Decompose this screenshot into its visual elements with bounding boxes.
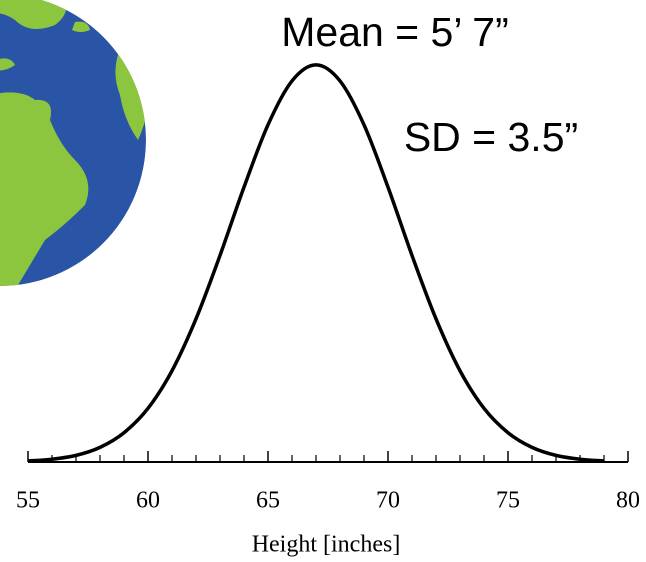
x-tick-label: 55: [16, 488, 40, 514]
x-axis-label: Height [inches]: [252, 532, 401, 558]
x-tick-label: 70: [376, 488, 400, 514]
x-tick-label: 80: [616, 488, 640, 514]
x-tick-label: 60: [136, 488, 160, 514]
x-tick-label: 75: [496, 488, 520, 514]
annotation: SD = 3.5”: [404, 114, 578, 160]
curve: [27, 63, 605, 463]
annotation: Mean = 5’ 7”: [281, 9, 509, 55]
globe-illustration: [0, 0, 146, 286]
x-tick-label: 65: [256, 488, 280, 514]
